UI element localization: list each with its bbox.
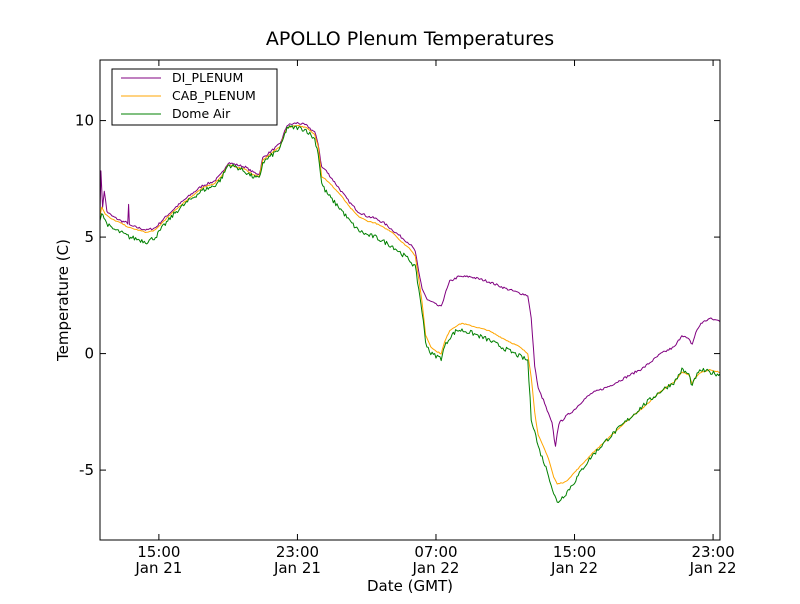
x-tick-label-date-4: Jan 22	[689, 559, 737, 577]
x-tick-label-time-4: 23:00	[691, 543, 734, 561]
series-line-dome-air	[100, 125, 720, 503]
x-tick-label-date-3: Jan 22	[550, 559, 598, 577]
x-axis-label: Date (GMT)	[367, 577, 453, 595]
series-line-di-plenum	[100, 121, 720, 447]
x-tick-label-date-1: Jan 21	[273, 559, 321, 577]
y-tick-label-0: 10	[75, 112, 94, 130]
x-tick-label-time-3: 15:00	[553, 543, 596, 561]
legend: DI_PLENUM CAB_PLENUM Dome Air	[111, 68, 278, 126]
x-tick-label-date-2: Jan 22	[411, 559, 459, 577]
plot-area	[100, 60, 720, 540]
plot-frame	[99, 59, 721, 541]
x-tick-label-date-0: Jan 21	[134, 559, 182, 577]
x-tick-label-time-0: 15:00	[137, 543, 180, 561]
y-tick-label-2: 0	[84, 345, 94, 363]
legend-label-dome-air: Dome Air	[172, 106, 231, 121]
series-layer	[100, 121, 720, 503]
chart-title: APOLLO Plenum Temperatures	[266, 28, 554, 50]
legend-label-di-plenum: DI_PLENUM	[172, 70, 243, 85]
x-tick-label-time-1: 23:00	[276, 543, 319, 561]
legend-label-cab-plenum: CAB_PLENUM	[172, 88, 256, 103]
x-tick-label-time-2: 07:00	[414, 543, 457, 561]
y-tick-label-3: -5	[79, 461, 94, 479]
y-tick-label-1: 5	[84, 228, 94, 246]
y-axis-label: Temperature (C)	[54, 239, 72, 362]
